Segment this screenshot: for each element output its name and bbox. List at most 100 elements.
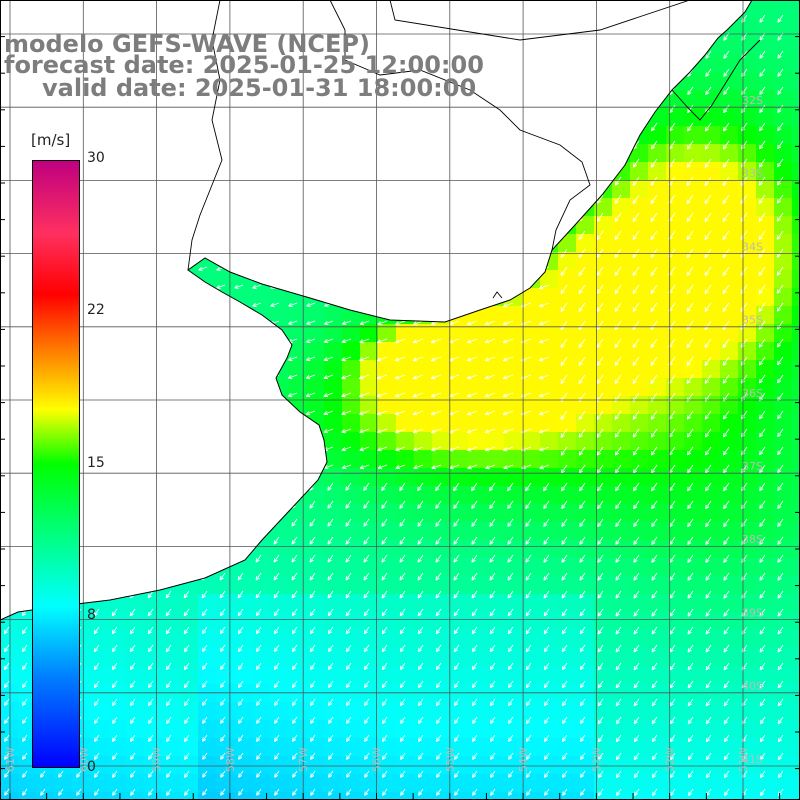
wind-speed-cell: [576, 774, 595, 793]
wind-speed-cell: [378, 108, 397, 127]
wind-speed-cell: [342, 324, 361, 343]
wind-speed-cell: [630, 342, 649, 361]
wind-vector: [705, 68, 712, 77]
wind-vector: [543, 518, 550, 527]
wind-vector: [432, 212, 442, 217]
wind-vector: [162, 338, 172, 343]
wind-speed-cell: [360, 792, 379, 800]
wind-speed-cell: [666, 90, 685, 109]
wind-speed-cell: [414, 774, 433, 793]
wind-vector: [269, 428, 280, 434]
wind-speed-cell: [342, 612, 361, 631]
wind-vector: [377, 302, 388, 308]
wind-vector: [342, 248, 352, 253]
wind-speed-cell: [414, 558, 433, 577]
wind-speed-cell: [720, 90, 739, 109]
wind-speed-cell: [558, 0, 577, 19]
wind-speed-cell: [504, 630, 523, 649]
wind-speed-cell: [162, 774, 181, 793]
wind-speed-cell: [666, 576, 685, 595]
wind-vector: [650, 266, 658, 276]
wind-speed-cell: [522, 414, 541, 433]
wind-vector: [198, 230, 208, 235]
wind-speed-cell: [684, 684, 703, 703]
wind-speed-cell: [792, 216, 800, 235]
wind-speed-cell: [576, 378, 595, 397]
wind-vector: [90, 410, 100, 415]
wind-vector: [378, 248, 388, 253]
wind-speed-cell: [504, 342, 523, 361]
wind-speed-cell: [774, 702, 793, 721]
wind-speed-cell: [522, 54, 541, 73]
wind-vector: [759, 68, 766, 77]
wind-speed-cell: [288, 360, 307, 379]
wind-vector: [522, 158, 532, 163]
wind-speed-cell: [234, 594, 253, 613]
wind-speed-cell: [558, 684, 577, 703]
wind-speed-cell: [144, 216, 163, 235]
wind-vector: [288, 284, 298, 289]
wind-vector: [198, 374, 208, 379]
wind-speed-cell: [684, 756, 703, 775]
wind-speed-cell: [216, 702, 235, 721]
wind-speed-cell: [792, 450, 800, 469]
wind-speed-cell: [630, 594, 649, 613]
wind-speed-cell: [756, 792, 775, 800]
wind-vector: [309, 572, 316, 581]
wind-speed-cell: [234, 0, 253, 19]
wind-vector: [165, 482, 172, 491]
wind-vector: [468, 104, 478, 109]
wind-speed-cell: [144, 558, 163, 577]
wind-vector: [722, 194, 730, 204]
wind-vector: [704, 266, 712, 276]
wind-speed-cell: [288, 558, 307, 577]
wind-speed-cell: [792, 90, 800, 109]
wind-speed-cell: [702, 486, 721, 505]
wind-speed-cell: [612, 702, 631, 721]
wind-vector: [632, 356, 640, 366]
wind-speed-cell: [378, 774, 397, 793]
wind-speed-cell: [144, 234, 163, 253]
wind-vector: [237, 590, 244, 599]
wind-vector: [111, 554, 118, 563]
wind-speed-cell: [576, 288, 595, 307]
wind-speed-cell: [792, 72, 800, 91]
wind-vector: [287, 410, 298, 416]
wind-speed-cell: [180, 180, 199, 199]
wind-vector: [579, 590, 586, 599]
wind-vector: [108, 428, 118, 433]
wind-vector: [522, 50, 532, 55]
wind-speed-cell: [378, 144, 397, 163]
wind-speed-cell: [72, 792, 91, 800]
wind-vector: [396, 140, 406, 145]
wind-vector: [270, 266, 280, 271]
wind-vector: [180, 356, 190, 361]
wind-speed-cell: [414, 702, 433, 721]
wind-speed-cell: [540, 630, 559, 649]
wind-speed-cell: [0, 360, 19, 379]
wind-vector: [450, 194, 460, 199]
wind-speed-cell: [108, 126, 127, 145]
wind-speed-cell: [90, 612, 109, 631]
wind-vector: [147, 554, 154, 563]
wind-speed-cell: [126, 792, 145, 800]
wind-vector: [270, 158, 280, 163]
wind-vector: [306, 104, 316, 109]
wind-speed-cell: [108, 630, 127, 649]
wind-vector: [432, 266, 442, 272]
wind-speed-cell: [252, 684, 271, 703]
wind-speed-cell: [432, 756, 451, 775]
wind-vector: [180, 104, 190, 109]
wind-speed-cell: [180, 216, 199, 235]
wind-speed-cell: [324, 396, 343, 415]
wind-vector: [183, 482, 190, 491]
wind-speed-cell: [468, 630, 487, 649]
wind-speed-cell: [630, 576, 649, 595]
wind-vector: [578, 338, 586, 348]
wind-vector: [90, 338, 100, 343]
wind-speed-cell: [378, 378, 397, 397]
wind-speed-cell: [252, 648, 271, 667]
wind-speed-cell: [576, 504, 595, 523]
wind-speed-cell: [324, 774, 343, 793]
wind-speed-cell: [126, 594, 145, 613]
